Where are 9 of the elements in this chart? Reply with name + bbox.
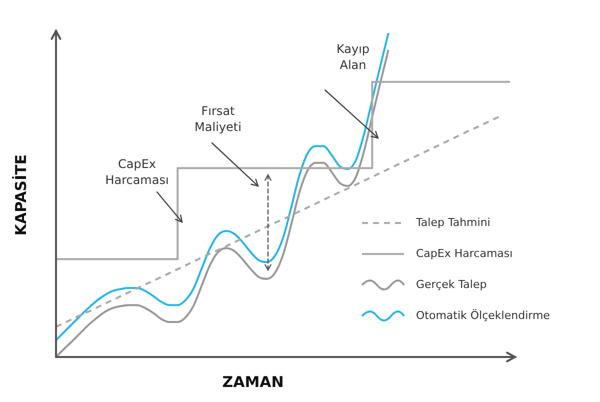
legend-label: CapEx Harcaması xyxy=(416,247,513,260)
legend-label: Talep Tahmini xyxy=(416,216,490,229)
x-axis-title: ZAMAN xyxy=(222,372,284,391)
legend-label: Otomatik Ölçeklendirme xyxy=(416,309,550,322)
annotation: CapEx Harcaması xyxy=(105,157,169,188)
y-axis-title: KAPASİTE xyxy=(12,154,30,236)
annotation: Fırsat Maliyeti xyxy=(194,104,242,134)
legend-label: Gerçek Talep xyxy=(416,278,487,291)
annotation: Kayıp Alan xyxy=(336,42,370,72)
